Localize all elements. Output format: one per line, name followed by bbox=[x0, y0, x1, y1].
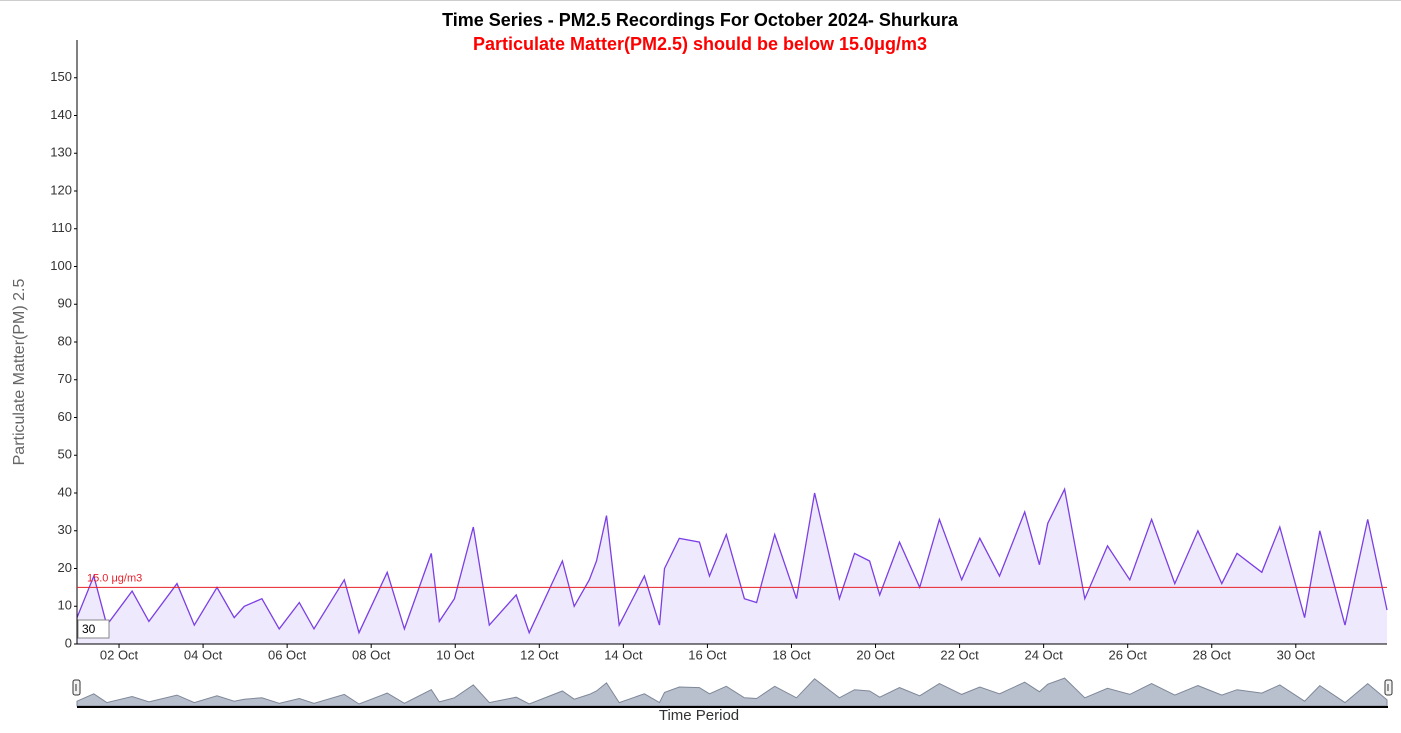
x-tick-label: 30 Oct bbox=[1277, 647, 1316, 662]
area-fill bbox=[77, 489, 1387, 644]
x-tick-label: 04 Oct bbox=[184, 647, 223, 662]
y-tick-label: 100 bbox=[50, 258, 72, 273]
x-tick-label: 18 Oct bbox=[772, 647, 811, 662]
zoom-box bbox=[77, 619, 110, 639]
chart-title: Time Series - PM2.5 Recordings For Octob… bbox=[442, 10, 959, 30]
x-tick-label: 16 Oct bbox=[688, 647, 727, 662]
x-tick-label: 20 Oct bbox=[856, 647, 895, 662]
x-tick-label: 24 Oct bbox=[1024, 647, 1063, 662]
x-tick-label: 22 Oct bbox=[940, 647, 979, 662]
x-tick-label: 08 Oct bbox=[352, 647, 391, 662]
y-tick-label: 20 bbox=[58, 560, 72, 575]
navigator-area bbox=[76, 677, 1388, 707]
y-tick-label: 130 bbox=[50, 145, 72, 160]
y-tick-label: 50 bbox=[58, 447, 72, 462]
y-tick-label: 90 bbox=[58, 296, 72, 311]
x-tick-label: 10 Oct bbox=[436, 647, 475, 662]
x-tick-label: 12 Oct bbox=[520, 647, 559, 662]
y-tick-label: 140 bbox=[50, 107, 72, 122]
y-tick-label: 70 bbox=[58, 371, 72, 386]
y-tick-label: 120 bbox=[50, 182, 72, 197]
y-tick-label: 80 bbox=[58, 333, 72, 348]
y-tick-label: 10 bbox=[58, 598, 72, 613]
threshold-label: 15.0 μg/m3 bbox=[87, 572, 142, 584]
y-axis-label: Particulate Matter(PM) 2.5 bbox=[11, 279, 28, 466]
x-tick-label: 28 Oct bbox=[1193, 647, 1232, 662]
x-tick-label: 26 Oct bbox=[1109, 647, 1148, 662]
x-axis-label: Time Period bbox=[659, 707, 739, 724]
chart-subtitle: Particulate Matter(PM2.5) should be belo… bbox=[473, 34, 927, 54]
y-tick-label: 150 bbox=[50, 69, 72, 84]
y-tick-label: 110 bbox=[51, 220, 72, 235]
x-tick-label: 06 Oct bbox=[268, 647, 307, 662]
x-tick-label: 02 Oct bbox=[100, 647, 139, 662]
series-line bbox=[76, 487, 1388, 635]
y-tick-label: 40 bbox=[58, 484, 72, 499]
x-tick-label: 14 Oct bbox=[604, 647, 643, 662]
y-tick-label: 60 bbox=[58, 409, 72, 424]
y-tick-label: 30 bbox=[58, 522, 72, 537]
zoom-label: 30 bbox=[82, 622, 96, 636]
y-tick-label: 0 bbox=[65, 635, 72, 650]
